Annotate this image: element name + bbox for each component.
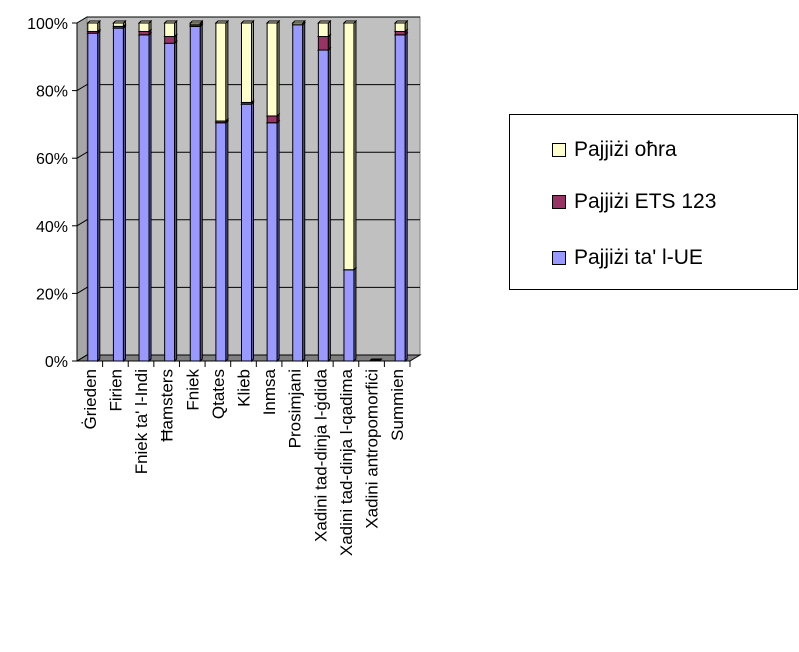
bar-segment [292, 24, 304, 362]
x-tick-label: Xadini tad-dinja l-ġdida [311, 368, 330, 541]
bar-segment-side [327, 46, 331, 363]
bar-segment-side [148, 31, 152, 363]
bar-segment [394, 22, 406, 32]
bar-segment-side [353, 266, 357, 363]
bar-segment-top [112, 20, 127, 24]
gridline [76, 286, 420, 294]
bar-segment [112, 22, 124, 27]
x-tick-label: Prosimjani [286, 369, 305, 448]
legend-label-ets: Pajjiżi ETS 123 [574, 190, 717, 213]
gridline [76, 354, 420, 362]
bar-segment-top [342, 20, 358, 24]
bar-segment-top [393, 20, 409, 24]
legend: Pajjiżi oħra Pajjiżi ETS 123 Pajjiżi ta'… [509, 114, 798, 290]
gridline [76, 84, 420, 92]
bar-segment [241, 103, 252, 362]
bar-segment-side [174, 40, 178, 363]
bar-segment [241, 22, 252, 103]
bar-segment-top [163, 20, 178, 24]
bar-segment-side [225, 119, 229, 363]
legend-swatch-eu [552, 251, 566, 265]
bar-segment [87, 32, 99, 362]
bar-segment [87, 22, 99, 32]
y-tick-label: 40% [36, 219, 68, 236]
bar-segment-side [97, 29, 101, 363]
bar-segment-top [265, 20, 281, 24]
bar-segment [394, 30, 406, 36]
bar-segment [317, 22, 329, 38]
bar-segment-top [189, 20, 204, 24]
x-tick-label: Inmsa [260, 368, 279, 415]
bar-segment-side [251, 19, 254, 104]
bar-segment-side [251, 100, 254, 363]
bar-segment-top [291, 20, 306, 24]
bar-segment-top [86, 20, 102, 24]
bar-segment [189, 25, 201, 362]
y-tick-label: 80% [36, 84, 68, 101]
x-tick-label: Ħamsters [158, 369, 177, 442]
bar-segment-side [353, 19, 357, 271]
x-tick-label: Klieb [235, 369, 254, 407]
bar-segment-side [302, 21, 306, 363]
bar-segment [138, 22, 150, 32]
y-tick-label: 60% [36, 151, 68, 168]
bar-segment-side [225, 19, 229, 123]
bar-segment [317, 36, 329, 51]
bar-segment [164, 22, 176, 38]
bar-segment [266, 22, 278, 117]
legend-swatch-ets [552, 195, 566, 209]
x-tick-label: Fniek ta' l-Indi [132, 369, 151, 474]
bar-empty [368, 358, 383, 362]
legend-item: Pajjiżi ta' l-UE [552, 245, 703, 271]
bar-segment-top [214, 20, 230, 24]
bar-segment [164, 42, 176, 362]
bar-segment [215, 122, 227, 362]
bar-segment-side [276, 19, 280, 118]
x-tick-label: Ġrieden [80, 369, 100, 429]
bar-segment [138, 34, 150, 362]
gridline [76, 219, 420, 227]
bar-segment-top [317, 20, 332, 24]
bar-segment [112, 27, 124, 362]
legend-label-eu: Pajjiżi ta' l-UE [574, 246, 703, 269]
y-tick-label: 20% [36, 286, 68, 303]
bar-segment [343, 22, 355, 271]
bar-segment [343, 269, 355, 362]
bar-segment-side [122, 24, 126, 363]
bar-segment [266, 122, 278, 362]
legend-item: Pajjiżi oħra [552, 137, 677, 163]
bar-segment-top [240, 20, 255, 24]
y-tick-label: 100% [27, 16, 68, 33]
plot-side-wall [76, 16, 88, 362]
legend-swatch-other [552, 143, 566, 157]
bar-segment [215, 22, 227, 122]
bar-segment [317, 49, 329, 362]
bar-segment-side [404, 31, 408, 363]
bar-segment [138, 30, 150, 36]
bar-segment-top [137, 20, 153, 24]
gridline [76, 151, 420, 159]
y-tick-label: 0% [45, 354, 68, 371]
bar-segment-side [276, 119, 280, 363]
x-tick-label: Xadini tad-dinja l-qadima [337, 368, 356, 556]
bar-segment [394, 34, 406, 362]
bar-segment [164, 36, 176, 44]
x-tick-label: Firien [106, 369, 125, 412]
gridline [76, 16, 420, 24]
x-tick-label: Qtates [209, 369, 228, 419]
x-tick-label: Xadini antropomorfiċi [363, 369, 382, 529]
legend-label-other: Pajjiżi oħra [574, 138, 677, 161]
bar-segment-side [199, 23, 203, 363]
legend-item: Pajjiżi ETS 123 [552, 189, 716, 215]
bar-segment [266, 115, 278, 124]
x-tick-label: Fniek [183, 369, 202, 411]
x-tick-label: Summien [388, 369, 407, 441]
